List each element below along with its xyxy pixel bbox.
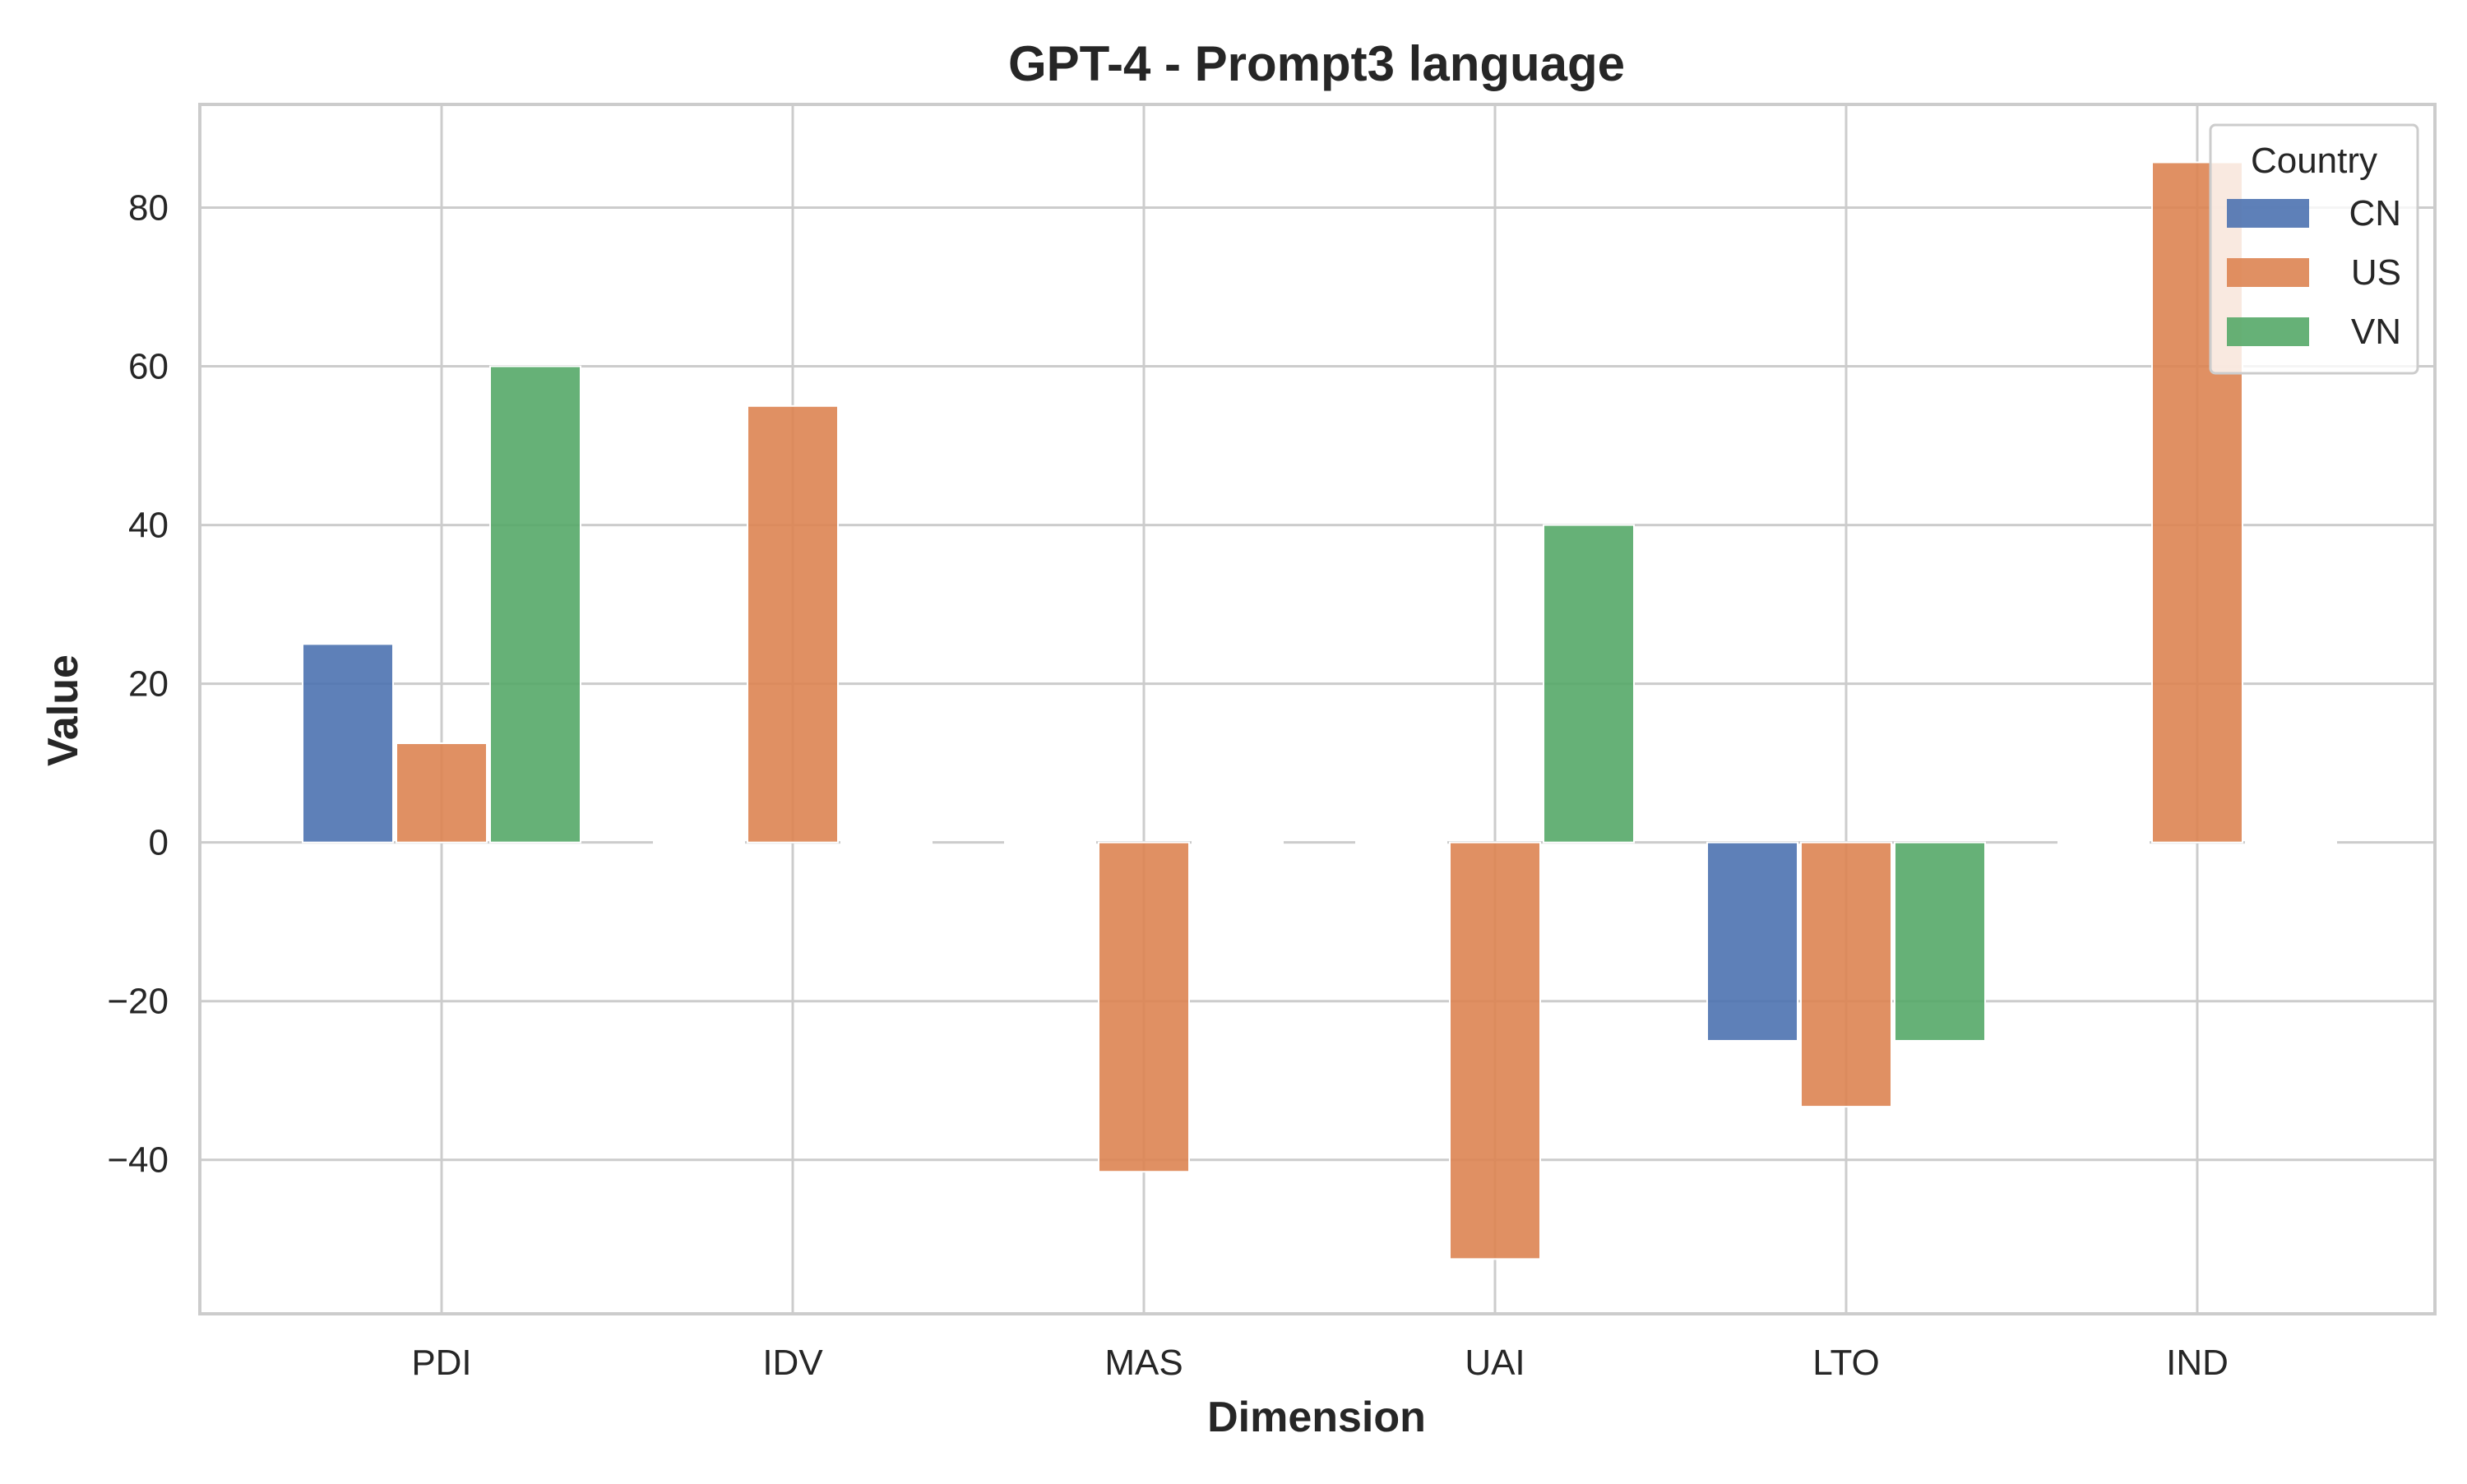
y-tick-label: −20 [107, 982, 169, 1022]
y-tick-label: 0 [149, 823, 169, 863]
bar-us-pdi [396, 742, 488, 844]
bar-cn-idv [653, 840, 745, 844]
legend-label-vn: VN [2351, 312, 2401, 352]
legend-label-us: US [2351, 252, 2401, 293]
y-tick-label: 80 [128, 187, 169, 228]
y-axis-title: Value [39, 654, 87, 766]
bar-vn-mas [1192, 840, 1284, 844]
bar-vn-uai [1543, 524, 1635, 844]
plot-border [198, 103, 2437, 1315]
chart-title: GPT-4 - Prompt3 language [1008, 36, 1625, 91]
legend-title: Country [2251, 141, 2377, 181]
bar-us-idv [747, 405, 839, 844]
bar-cn-pdi [302, 643, 394, 844]
bar-vn-idv [840, 840, 933, 844]
plot-frame [198, 103, 2437, 1315]
bar-us-uai [1449, 841, 1541, 1260]
legend-box [2209, 123, 2419, 375]
legend-swatch-vn [2227, 317, 2309, 346]
bar-vn-pdi [489, 365, 581, 844]
legend-label-cn: CN [2349, 193, 2401, 233]
bar-cn-lto [1706, 841, 1798, 1042]
legend-swatch-cn [2227, 199, 2309, 228]
legend: Country CN US VN [2209, 123, 2419, 375]
x-axis-title: Dimension [1207, 1394, 1426, 1441]
x-tick-label: MAS [1104, 1343, 1183, 1383]
bar-us-mas [1098, 841, 1190, 1173]
tick-labels: −40 −20 0 20 40 60 80 PDI IDV MAS UAI LTO IND [107, 187, 2229, 1383]
x-tick-label: UAI [1465, 1343, 1525, 1383]
x-tick-label: IDV [762, 1343, 823, 1383]
bar-cn-ind [2057, 840, 2150, 844]
bar-vn-ind [2245, 840, 2337, 844]
y-tick-label: 20 [128, 664, 169, 705]
bars [302, 161, 2337, 1260]
bar-cn-mas [1004, 840, 1096, 844]
y-tick-label: 60 [128, 347, 169, 387]
bar-us-lto [1800, 841, 1892, 1108]
y-tick-label: −40 [107, 1140, 169, 1181]
bar-cn-uai [1355, 840, 1447, 844]
x-tick-label: IND [2166, 1343, 2229, 1383]
x-tick-label: LTO [1812, 1343, 1880, 1383]
y-tick-label: 40 [128, 506, 169, 546]
bar-vn-lto [1894, 841, 1986, 1042]
legend-swatch-us [2227, 258, 2309, 287]
x-tick-label: PDI [411, 1343, 471, 1383]
